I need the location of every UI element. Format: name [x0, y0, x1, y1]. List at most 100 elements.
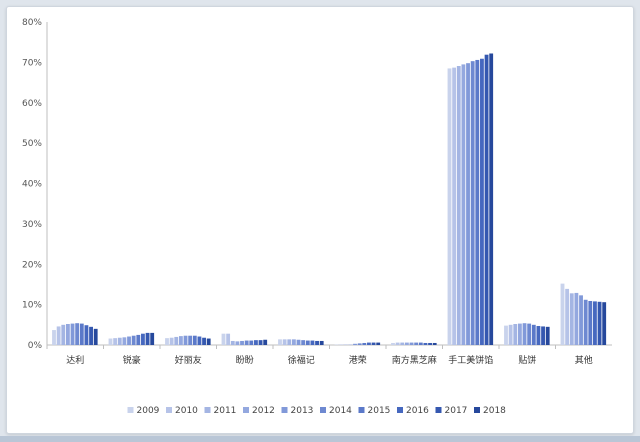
bar [484, 54, 489, 345]
bar [517, 323, 522, 345]
bar [117, 337, 122, 345]
legend-label: 2013 [291, 406, 314, 416]
bar [183, 335, 188, 345]
bar [456, 66, 461, 345]
bar [414, 342, 419, 345]
legend-label: 2009 [137, 406, 160, 416]
bar [301, 340, 306, 345]
bar [480, 58, 484, 346]
bar [254, 340, 258, 345]
bar [75, 323, 80, 345]
legend-swatch [166, 407, 172, 413]
bar [367, 342, 371, 345]
y-tick-label: 40% [22, 180, 42, 190]
bar [202, 337, 206, 345]
bar [197, 336, 202, 345]
bar [89, 326, 93, 345]
bar [489, 53, 494, 346]
legend-label: 2011 [214, 406, 237, 416]
bar [423, 342, 428, 345]
y-tick-label: 80% [22, 18, 42, 28]
legend-label: 2014 [329, 406, 352, 416]
bar [400, 342, 405, 345]
bar [178, 336, 183, 345]
chart-panel [6, 6, 634, 434]
category-label: 锐豪 [123, 354, 141, 366]
category-label: 南方黑芝麻 [392, 354, 437, 366]
bar [263, 339, 268, 345]
bar [206, 338, 211, 345]
bar [545, 326, 550, 345]
category-label: 徐福记 [288, 354, 315, 366]
bar [108, 338, 113, 345]
bar [249, 340, 254, 345]
bar [226, 333, 231, 345]
legend-swatch [358, 407, 365, 413]
category-label: 盼盼 [236, 355, 254, 366]
bar [65, 324, 70, 345]
bar [574, 292, 579, 345]
bar [536, 326, 541, 345]
bar [70, 323, 75, 345]
bar [145, 332, 150, 345]
bar [353, 343, 357, 345]
bar [319, 340, 324, 345]
bar [395, 342, 400, 345]
bar [461, 64, 466, 345]
bar [165, 338, 169, 345]
legend-label: 2015 [368, 406, 391, 416]
bar [593, 301, 597, 345]
y-tick-label: 50% [22, 139, 42, 149]
legend-swatch [474, 407, 480, 413]
bar [508, 324, 513, 345]
bar [169, 337, 174, 345]
bar [235, 341, 240, 345]
legend-label: 2010 [175, 406, 198, 416]
bar [409, 342, 414, 345]
bar [291, 339, 296, 345]
category-label: 好丽友 [175, 354, 202, 366]
bar [174, 336, 179, 345]
legend-swatch [204, 407, 211, 413]
bar [258, 340, 263, 345]
bar [240, 340, 244, 345]
bar [278, 339, 282, 345]
bar [588, 300, 593, 345]
bar [432, 342, 437, 345]
bar [141, 333, 145, 345]
bar [404, 342, 409, 345]
category-label: 港荣 [349, 354, 367, 366]
bar [583, 299, 588, 345]
legend-label: 2016 [406, 406, 429, 416]
bar [560, 283, 565, 345]
bar [597, 301, 602, 345]
bar [282, 339, 287, 345]
bar [113, 338, 118, 345]
bar [84, 325, 89, 345]
bar [579, 295, 583, 345]
legend-swatch [243, 407, 249, 413]
y-tick-label: 60% [22, 99, 42, 109]
bar [371, 342, 376, 345]
bar [244, 340, 249, 345]
bar [315, 340, 319, 345]
bar [504, 325, 508, 345]
legend-swatch [397, 407, 403, 413]
y-tick-label: 30% [22, 220, 42, 230]
legend-label: 2012 [252, 406, 275, 416]
y-tick-label: 20% [22, 260, 42, 270]
bar [230, 340, 235, 345]
bar [61, 324, 66, 345]
bar [452, 67, 457, 346]
bar [376, 342, 381, 345]
legend-swatch [435, 407, 442, 413]
bar [56, 326, 61, 345]
bar [79, 323, 84, 345]
bar [602, 302, 607, 345]
bar [287, 339, 292, 345]
category-label: 手工美饼馅 [448, 354, 493, 366]
bar [192, 335, 197, 345]
y-tick-label: 70% [22, 58, 42, 68]
bar [527, 323, 532, 345]
category-label: 贴饼 [518, 354, 536, 366]
